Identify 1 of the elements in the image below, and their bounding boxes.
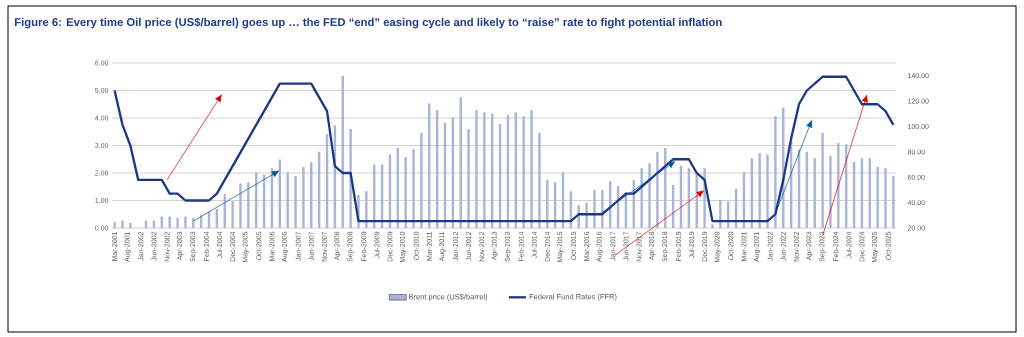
chart-title: Figure 6: Every time Oil price (US$/barrel) goes up … the FED “end” easing cycle and likely to “raise” rate to fight potential inflation [14, 17, 722, 29]
